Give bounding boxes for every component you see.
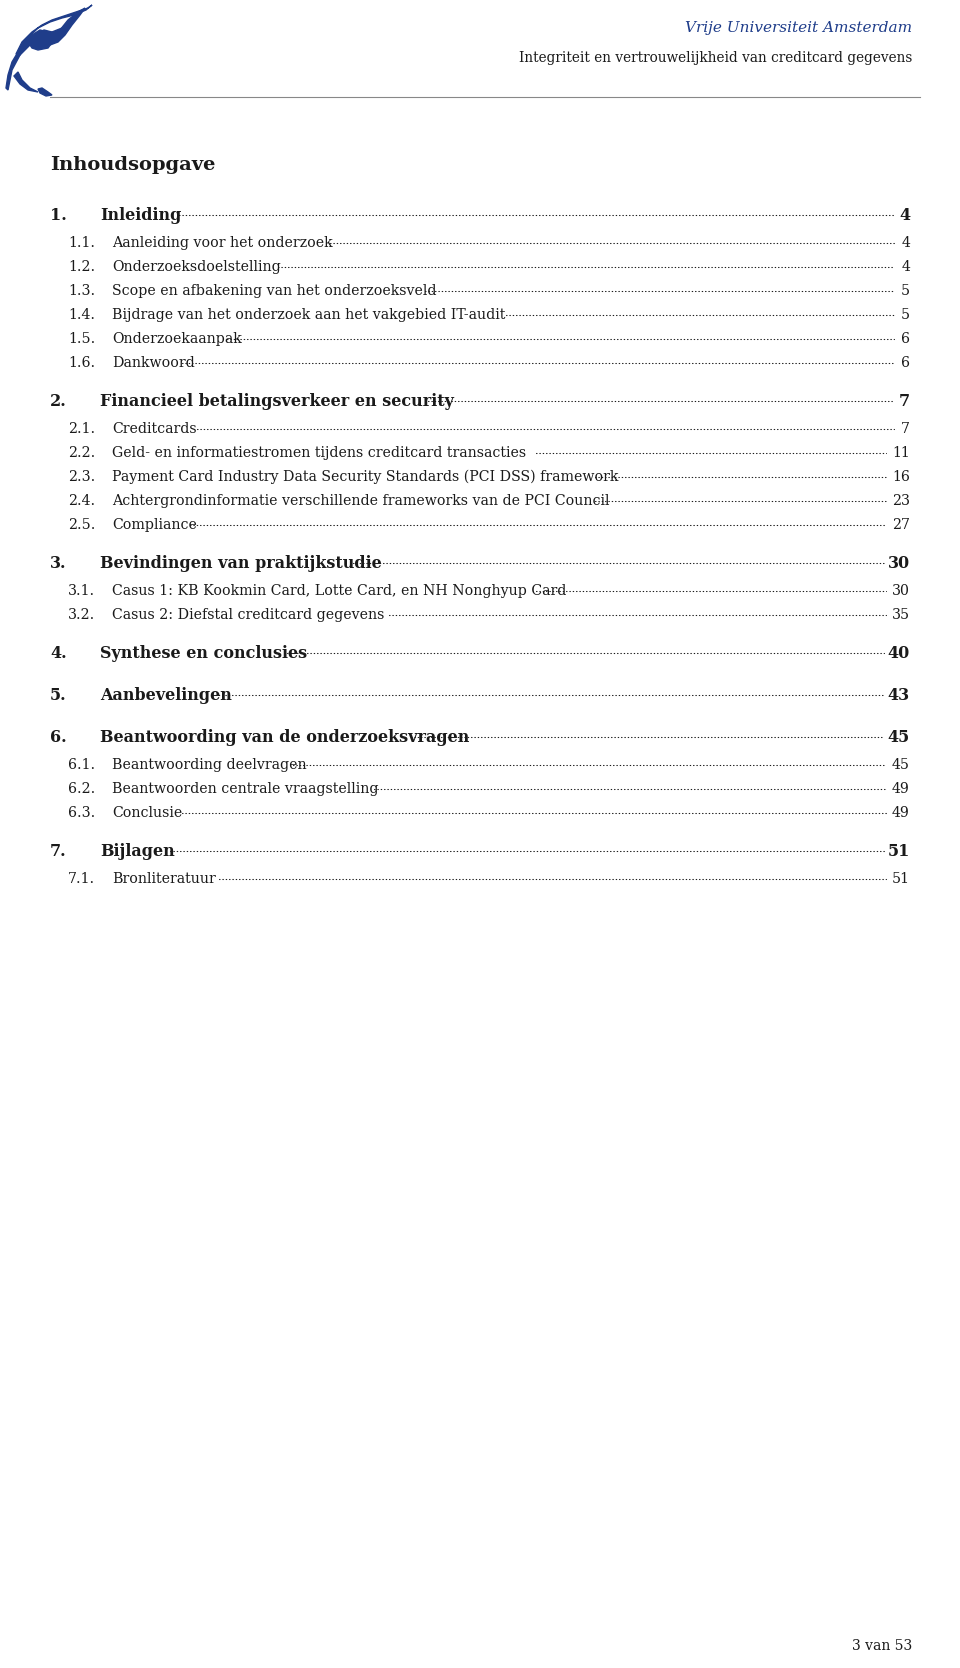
Text: 6.: 6. [50,729,66,746]
Text: 4: 4 [901,260,910,274]
Text: 6: 6 [901,332,910,345]
Text: 4: 4 [899,207,910,224]
Text: Casus 1: KB Kookmin Card, Lotte Card, en NH Nonghyup Card: Casus 1: KB Kookmin Card, Lotte Card, en… [112,584,566,599]
Polygon shape [14,72,38,92]
Text: 6.2.: 6.2. [68,782,95,796]
Text: Geld- en informatiestromen tijdens creditcard transacties: Geld- en informatiestromen tijdens credi… [112,445,526,460]
Text: 49: 49 [892,782,910,796]
Text: 45: 45 [888,729,910,746]
Text: 51: 51 [892,872,910,886]
Text: Onderzoekaanpak: Onderzoekaanpak [112,332,242,345]
Text: 35: 35 [892,609,910,622]
Text: 6: 6 [901,355,910,370]
Text: Synthese en conclusies: Synthese en conclusies [100,644,307,662]
Text: Aanbevelingen: Aanbevelingen [100,687,232,704]
Text: Onderzoeksdoelstelling: Onderzoeksdoelstelling [112,260,280,274]
Text: 5.: 5. [50,687,66,704]
Text: 5: 5 [900,284,910,299]
Text: 3 van 53: 3 van 53 [852,1640,912,1653]
Text: 2.5.: 2.5. [68,519,95,532]
Text: 2.2.: 2.2. [68,445,95,460]
Text: 7: 7 [899,392,910,410]
Text: Scope en afbakening van het onderzoeksveld: Scope en afbakening van het onderzoeksve… [112,284,437,299]
Text: 4: 4 [901,235,910,250]
Text: Beantwoorden centrale vraagstelling: Beantwoorden centrale vraagstelling [112,782,378,796]
Text: 3.: 3. [50,554,66,572]
Text: 11: 11 [892,445,910,460]
Text: 45: 45 [892,757,910,772]
Polygon shape [30,30,54,50]
Text: 1.: 1. [50,207,67,224]
Text: 2.1.: 2.1. [68,422,95,435]
Text: 1.3.: 1.3. [68,284,95,299]
Text: 43: 43 [888,687,910,704]
Text: Inhoudsopgave: Inhoudsopgave [50,157,215,173]
Text: Compliance: Compliance [112,519,197,532]
Polygon shape [52,28,62,38]
Text: 30: 30 [888,554,910,572]
Text: 2.: 2. [50,392,67,410]
Text: Bronliteratuur: Bronliteratuur [112,872,216,886]
Text: Dankwoord: Dankwoord [112,355,195,370]
Text: Bevindingen van praktijkstudie: Bevindingen van praktijkstudie [100,554,382,572]
Polygon shape [38,88,52,97]
Text: 16: 16 [892,470,910,484]
Text: 4.: 4. [50,644,66,662]
Text: 2.3.: 2.3. [68,470,95,484]
Text: Vrije Universiteit Amsterdam: Vrije Universiteit Amsterdam [684,22,912,35]
Text: 1.5.: 1.5. [68,332,95,345]
Polygon shape [6,8,85,90]
Text: Beantwoording van de onderzoeksvragen: Beantwoording van de onderzoeksvragen [100,729,469,746]
Text: 5: 5 [900,309,910,322]
Text: 1.6.: 1.6. [68,355,95,370]
Text: 1.2.: 1.2. [68,260,95,274]
Text: 6.3.: 6.3. [68,806,95,821]
Text: 7: 7 [901,422,910,435]
Text: Creditcards: Creditcards [112,422,197,435]
Text: 49: 49 [892,806,910,821]
Text: 51: 51 [888,842,910,859]
Text: 1.1.: 1.1. [68,235,95,250]
Text: Inleiding: Inleiding [100,207,181,224]
Text: Casus 2: Diefstal creditcard gegevens: Casus 2: Diefstal creditcard gegevens [112,609,384,622]
Text: Achtergrondinformatie verschillende frameworks van de PCI Council: Achtergrondinformatie verschillende fram… [112,494,610,509]
Text: 30: 30 [892,584,910,599]
Text: 40: 40 [888,644,910,662]
Text: 7.1.: 7.1. [68,872,95,886]
Text: Conclusie: Conclusie [112,806,182,821]
Text: 6.1.: 6.1. [68,757,95,772]
Text: 2.4.: 2.4. [68,494,95,509]
Text: 3.1.: 3.1. [68,584,95,599]
Text: Bijlagen: Bijlagen [100,842,175,859]
Text: Aanleiding voor het onderzoek: Aanleiding voor het onderzoek [112,235,332,250]
Text: 1.4.: 1.4. [68,309,95,322]
Text: Integriteit en vertrouwelijkheid van creditcard gegevens: Integriteit en vertrouwelijkheid van cre… [518,52,912,65]
Text: Bijdrage van het onderzoek aan het vakgebied IT-audit: Bijdrage van het onderzoek aan het vakge… [112,309,505,322]
Text: Beantwoording deelvragen: Beantwoording deelvragen [112,757,306,772]
Polygon shape [16,5,92,55]
Text: 3.2.: 3.2. [68,609,95,622]
Text: 23: 23 [892,494,910,509]
Text: Payment Card Industry Data Security Standards (PCI DSS) framework: Payment Card Industry Data Security Stan… [112,470,618,484]
Text: 7.: 7. [50,842,66,859]
Text: Financieel betalingsverkeer en security: Financieel betalingsverkeer en security [100,392,454,410]
Text: 27: 27 [892,519,910,532]
